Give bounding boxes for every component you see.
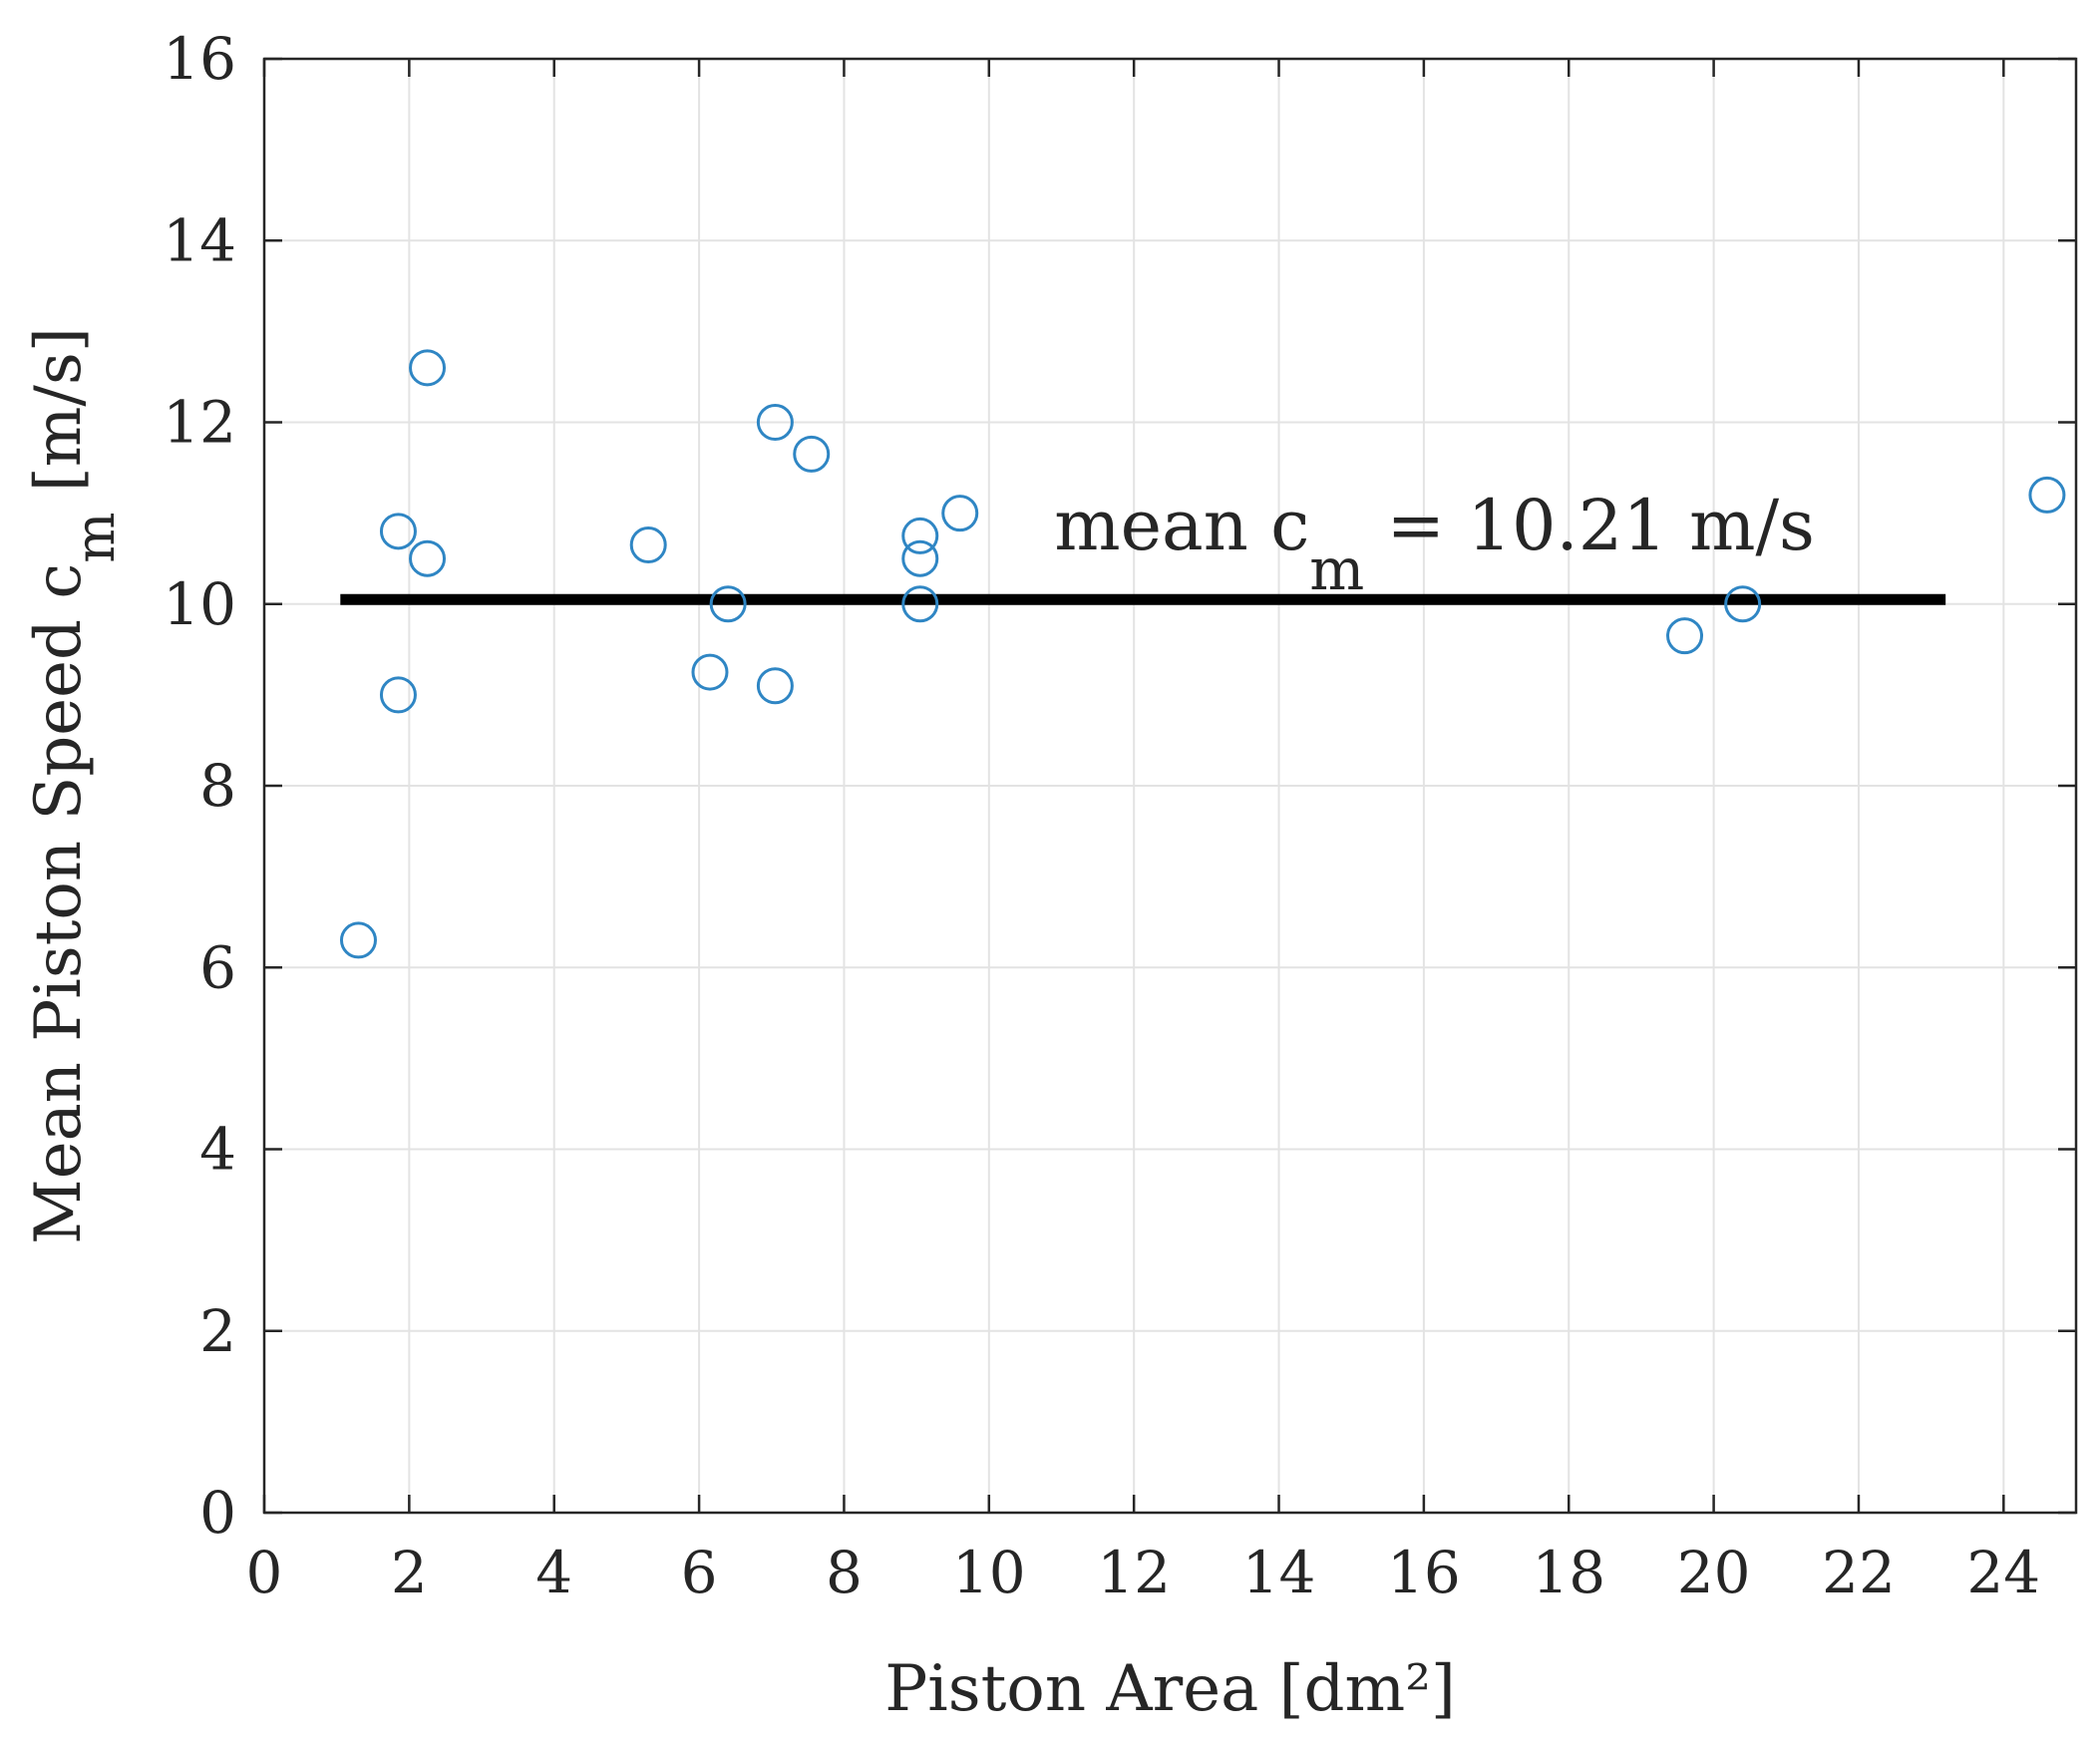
data-point [756, 667, 794, 705]
x-axis-label: Piston Area [dm²] [884, 1652, 1456, 1726]
x-tick-label: 10 [952, 1539, 1026, 1606]
y-tick-label: 4 [199, 1116, 236, 1184]
data-point [941, 495, 979, 532]
x-tick-label: 22 [1822, 1539, 1896, 1606]
y-axis-label-subscript: m [64, 513, 127, 563]
x-tick-label: 14 [1242, 1539, 1316, 1606]
x-tick-label: 18 [1532, 1539, 1605, 1606]
data-point [691, 653, 729, 691]
mean-annotation-subscript: m [1309, 535, 1364, 603]
data-point [409, 349, 447, 387]
data-point [629, 526, 667, 564]
y-tick-label: 16 [163, 25, 236, 93]
y-tick-label: 10 [163, 570, 236, 638]
x-tick-label: 2 [391, 1539, 428, 1606]
data-point [901, 585, 939, 623]
y-tick-label: 0 [199, 1479, 236, 1547]
data-point [339, 921, 377, 959]
y-tick-label: 14 [163, 206, 236, 274]
y-axis-label-main: Mean Piston Speed c [22, 563, 96, 1244]
data-point [901, 517, 939, 554]
axes [262, 57, 2078, 1515]
data-point [709, 585, 747, 623]
data-point [901, 539, 939, 577]
x-tick-label: 0 [246, 1539, 283, 1606]
data-point [409, 539, 447, 577]
y-axis-label: Mean Piston Speed cm [m/s] [22, 327, 127, 1244]
x-tick-label: 16 [1387, 1539, 1461, 1606]
data-point [793, 435, 831, 473]
y-tick-label: 6 [199, 933, 236, 1001]
data-point [2028, 476, 2066, 514]
x-tick-label: 20 [1677, 1539, 1751, 1606]
x-tick-label: 4 [535, 1539, 572, 1606]
y-tick-label: 12 [163, 389, 236, 457]
mean-annotation-prefix: mean c [1054, 485, 1309, 566]
data-point [1666, 617, 1704, 655]
data-point [379, 513, 417, 550]
y-tick-label: 8 [199, 752, 236, 820]
data-point [379, 676, 417, 714]
mean-annotation: mean cm = 10.21 m/s [1054, 485, 1815, 603]
x-tick-label: 8 [826, 1539, 863, 1606]
x-tick-label: 12 [1097, 1539, 1171, 1606]
x-tick-label: 6 [681, 1539, 718, 1606]
y-tick-label: 2 [199, 1297, 236, 1365]
data-point [756, 404, 794, 441]
data-point [1724, 585, 1762, 623]
x-tick-label: 24 [1966, 1539, 2040, 1606]
data-points [339, 349, 2066, 959]
y-axis-label-unit: [m/s] [22, 327, 96, 512]
mean-annotation-suffix: = 10.21 m/s [1364, 485, 1815, 566]
